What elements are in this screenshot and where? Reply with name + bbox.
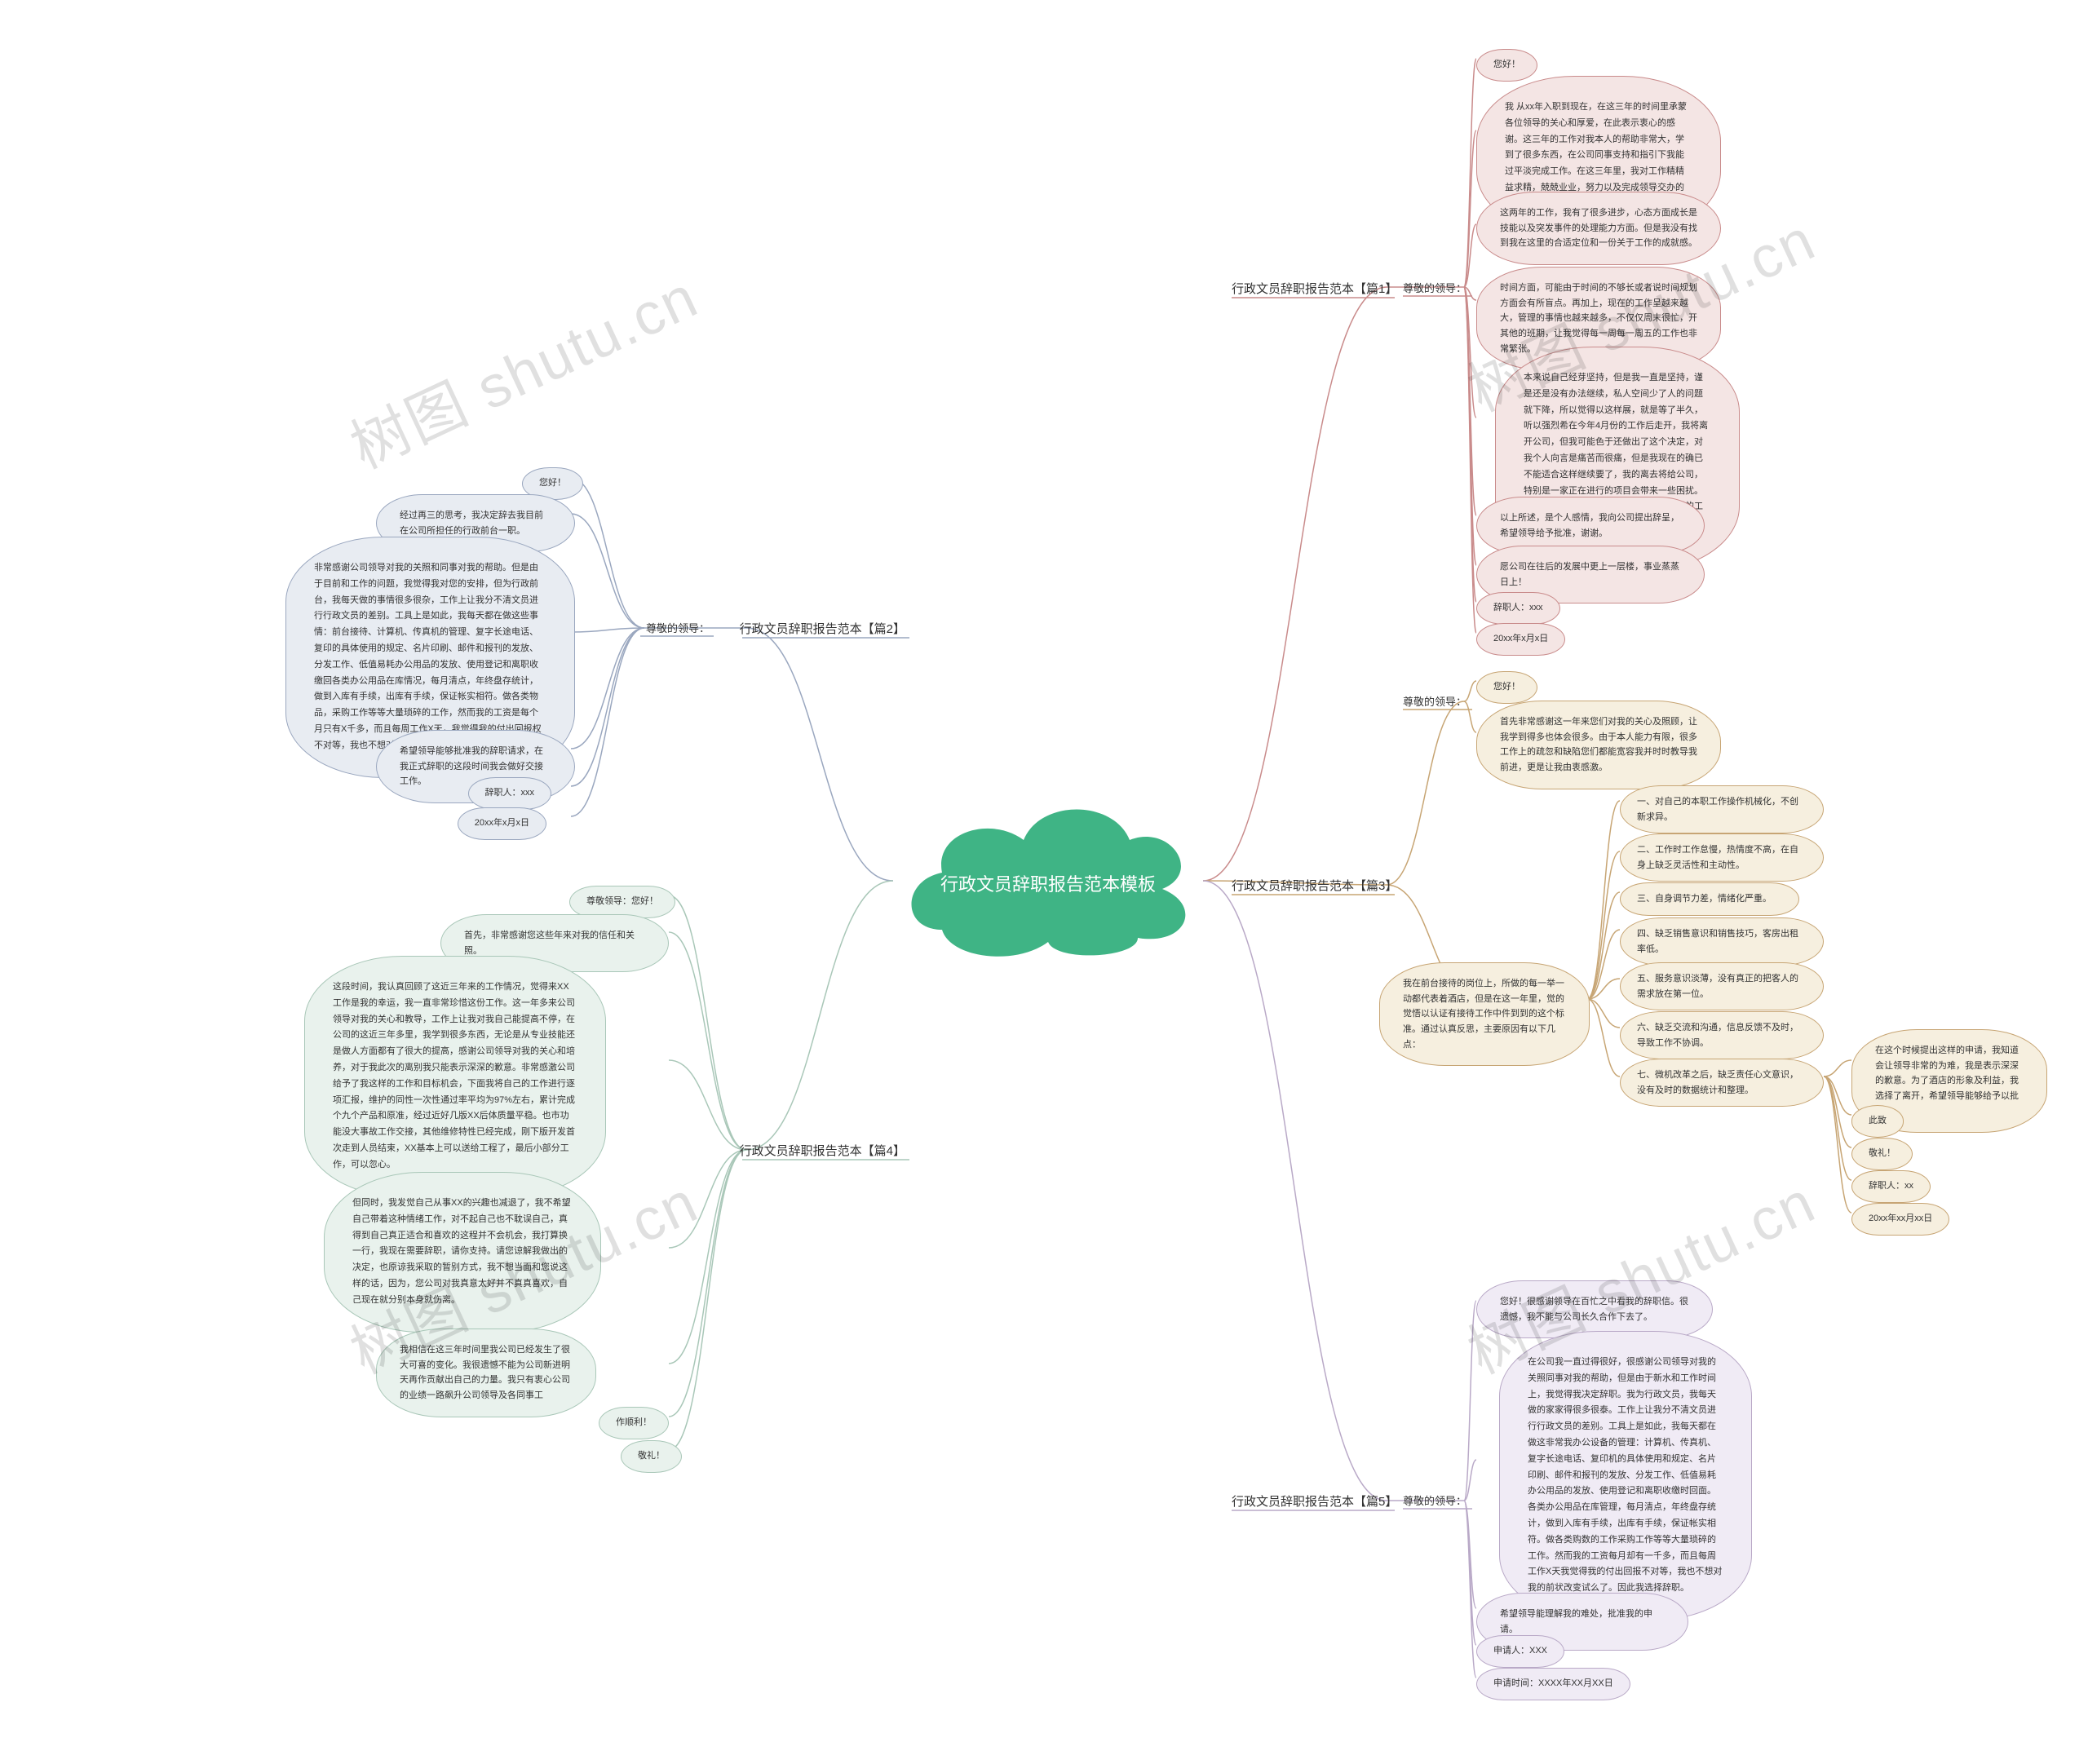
connector	[1203, 881, 1387, 1501]
root-title: 行政文员辞职报告范本模板	[893, 873, 1203, 898]
connector	[571, 628, 644, 816]
connector	[1203, 287, 1387, 881]
connector	[571, 478, 644, 628]
branch-4-leaf-6: 敬礼！	[621, 1440, 682, 1473]
branch-2-sublabel: 尊敬的领导：	[646, 620, 710, 635]
branch-3-item-6-sub-4: 20xx年xx月xx日	[1851, 1203, 1949, 1236]
connector	[1587, 892, 1620, 999]
connector	[1587, 801, 1620, 999]
branch-3-label: 行政文员辞职报告范本【篇3】	[1232, 877, 1397, 894]
connector	[1464, 287, 1476, 633]
connector	[1387, 701, 1464, 885]
branch-4-leaf-4: 我相信在这三年时间里我公司已经发生了很大可喜的变化。我很遗憾不能为公司新进明天再…	[376, 1329, 596, 1417]
branch-4-leaf-0: 尊敬领导：您好！	[569, 886, 675, 918]
branch-1-leaf-8: 20xx年x月x日	[1476, 623, 1565, 656]
branch-5-label: 行政文员辞职报告范本【篇5】	[1232, 1492, 1397, 1510]
branch-3-intro: 首先非常感谢这一年来您们对我的关心及照顾，让我学到得多也体会很多。由于本人能力有…	[1476, 701, 1721, 789]
branch-3-item-1: 二、工作时工作怠慢，热情度不高，在自身上缺乏灵活性和主动性。	[1620, 833, 1824, 882]
branch-1-leaf-0: 您好！	[1476, 49, 1537, 82]
connector	[669, 1150, 746, 1248]
connector	[1824, 1060, 1851, 1077]
connector	[669, 1150, 746, 1364]
branch-2-leaf-4: 辞职人：xxx	[468, 777, 552, 810]
connector	[746, 628, 893, 881]
branch-2-leaf-5: 20xx年x月x日	[458, 807, 546, 840]
connector	[1587, 851, 1620, 999]
branch-3-item-6: 七、微机改革之后，缺乏责任心文意识，没有及时的数据统计和整理。	[1620, 1059, 1824, 1107]
branch-5-leaf-0: 您好！很感谢领导在百忙之中看我的辞职信。很遗憾，我不能与公司长久合作下去了。	[1476, 1280, 1713, 1338]
branch-3-item-3: 四、缺乏销售意识和销售技巧，客房出租率低。	[1620, 917, 1824, 966]
branch-5-sublabel: 尊敬的领导：	[1403, 1492, 1466, 1508]
branch-4-label: 行政文员辞职报告范本【篇4】	[740, 1142, 905, 1159]
branch-1-sublabel: 尊敬的领导：	[1403, 280, 1466, 295]
connector	[1587, 999, 1620, 1028]
branch-1-label: 行政文员辞职报告范本【篇1】	[1232, 280, 1397, 297]
branch-3-body-label: 我在前台接待的岗位上，所做的每一举一动都代表着酒店，但是在这一年里，觉的觉悟以认…	[1379, 962, 1590, 1066]
branch-3-item-5: 六、缺乏交流和沟通，信息反馈不及时，导致工作不协调。	[1620, 1011, 1824, 1059]
branch-2-label: 行政文员辞职报告范本【篇2】	[740, 620, 905, 637]
connector	[1464, 1301, 1476, 1501]
branch-4-leaf-3: 但同时，我发觉自己从事XX的兴趣也减退了，我不希望自己带着这种情绪工作，对不起自…	[324, 1172, 601, 1333]
connector	[571, 628, 644, 786]
connector	[669, 1060, 746, 1150]
connector	[669, 895, 746, 1150]
connector	[571, 514, 644, 628]
branch-5-leaf-4: 申请时间：XXXX年XX月XX日	[1476, 1668, 1630, 1700]
branch-3-item-4: 五、服务意识淡薄，没有真正的把客人的需求放在第一位。	[1620, 962, 1824, 1010]
branch-3-item-2: 三、自身调节力差，情绪化严重。	[1620, 882, 1799, 916]
branch-1-leaf-2: 这两年的工作，我有了很多进步，心态方面成长是技能以及突发事件的处理能力方面。但是…	[1476, 192, 1721, 265]
branch-3-item-6-sub-2: 敬礼！	[1851, 1138, 1913, 1170]
connector	[669, 1150, 746, 1450]
branch-3-sublabel: 尊敬的领导：	[1403, 693, 1466, 709]
connector	[571, 628, 644, 749]
branch-3-hello: 您好！	[1476, 671, 1537, 704]
root-node: 行政文员辞职报告范本模板	[893, 783, 1203, 970]
connector	[669, 1150, 746, 1417]
branch-3-item-0: 一、对自己的本职工作操作机械化，不创新求异。	[1620, 785, 1824, 833]
branch-1-leaf-7: 辞职人：xxx	[1476, 592, 1560, 625]
branch-5-leaf-1: 在公司我一直过得很好，很感谢公司领导对我的关照同事对我的帮助，但是由于新水和工作…	[1499, 1331, 1752, 1620]
branch-5-leaf-3: 申请人：XXX	[1476, 1635, 1564, 1668]
branch-4-leaf-2: 这段时间，我认真回顾了这近三年来的工作情况，觉得来XX工作是我的幸运，我一直非常…	[304, 956, 606, 1197]
connector	[1464, 1501, 1476, 1678]
branch-4-leaf-5: 作顺利！	[599, 1407, 669, 1439]
connector	[669, 932, 746, 1150]
branch-3-item-6-sub-3: 辞职人：xx	[1851, 1170, 1931, 1203]
branch-3-item-6-sub-1: 此致	[1851, 1105, 1904, 1138]
connector	[746, 881, 893, 1150]
connector	[1824, 1077, 1851, 1147]
connector	[1587, 999, 1620, 1077]
connector	[1824, 1077, 1851, 1180]
